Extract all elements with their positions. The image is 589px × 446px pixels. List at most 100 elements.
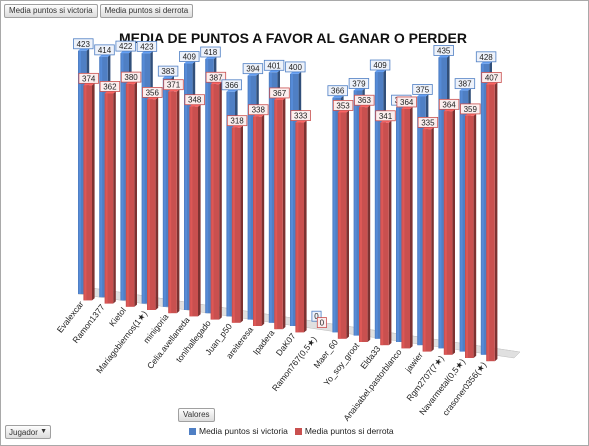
- legend-label-derrota: Media puntos si derrota: [304, 426, 394, 436]
- bar-derrota: [359, 105, 371, 342]
- data-label-derrota: 0: [316, 317, 327, 329]
- data-label-derrota: 367: [269, 87, 290, 99]
- svg-text:364: 364: [442, 100, 456, 109]
- svg-text:379: 379: [352, 79, 366, 88]
- data-label-derrota: 371: [163, 79, 184, 91]
- svg-text:335: 335: [421, 118, 435, 127]
- svg-text:366: 366: [225, 81, 239, 90]
- svg-text:423: 423: [140, 42, 154, 51]
- data-label-derrota: 363: [354, 94, 375, 106]
- svg-text:362: 362: [103, 82, 117, 91]
- bar-derrota: [147, 97, 159, 311]
- data-label-victoria: 400: [285, 61, 306, 73]
- svg-text:394: 394: [246, 65, 260, 74]
- bar-derrota: [253, 114, 265, 326]
- svg-text:387: 387: [458, 80, 472, 89]
- data-label-derrota: 318: [226, 115, 248, 127]
- bars-layer: [78, 48, 498, 362]
- svg-text:338: 338: [252, 106, 266, 115]
- data-label-derrota: 335: [417, 116, 439, 128]
- data-label-victoria: 409: [179, 51, 200, 62]
- svg-text:356: 356: [146, 88, 160, 97]
- svg-text:414: 414: [98, 46, 112, 55]
- svg-text:374: 374: [82, 74, 96, 83]
- svg-text:348: 348: [188, 96, 202, 105]
- category-label: Elda33: [358, 344, 382, 371]
- svg-text:409: 409: [183, 53, 197, 62]
- svg-text:0: 0: [314, 312, 319, 321]
- chart-title: MEDIA DE PUNTOS A FAVOR AL GANAR O PERDE…: [119, 30, 467, 46]
- bar-derrota: [486, 82, 498, 362]
- bar-derrota: [337, 110, 349, 339]
- data-label-victoria: 366: [327, 85, 348, 97]
- data-label-victoria: 375: [412, 84, 433, 95]
- svg-text:363: 363: [358, 96, 372, 105]
- bar-derrota: [422, 127, 434, 352]
- data-labels-layer: 423 374 414 362 422 380 423 356 383 371 409 348 418 3…: [73, 38, 502, 329]
- svg-text:407: 407: [485, 73, 499, 82]
- data-label-victoria: 423: [136, 40, 158, 52]
- data-label-derrota: 348: [184, 94, 205, 106]
- data-label-derrota: 364: [438, 98, 460, 110]
- data-label-victoria: 366: [221, 79, 242, 91]
- category-label: Kietol: [107, 305, 128, 328]
- svg-text:423: 423: [77, 40, 91, 49]
- data-label-derrota: 380: [120, 71, 142, 83]
- svg-text:366: 366: [331, 87, 345, 96]
- data-label-victoria: 409: [369, 59, 391, 71]
- jugador-label: Jugador: [9, 427, 38, 437]
- data-label-victoria: 418: [200, 46, 221, 58]
- data-label-victoria: 387: [454, 78, 476, 90]
- svg-text:418: 418: [204, 48, 218, 57]
- bar-derrota: [401, 106, 413, 349]
- data-label-victoria: 422: [115, 40, 136, 52]
- svg-text:422: 422: [119, 42, 133, 51]
- svg-text:387: 387: [209, 73, 223, 82]
- data-label-victoria: 0: [311, 310, 322, 322]
- bar-derrota: [83, 83, 95, 301]
- data-label-victoria: 435: [433, 45, 454, 56]
- svg-text:409: 409: [373, 61, 387, 70]
- svg-text:359: 359: [464, 105, 478, 114]
- data-label-derrota: 387: [205, 71, 227, 83]
- legend-swatch-derrota: [294, 427, 302, 435]
- bar-derrota: [104, 91, 116, 304]
- data-label-victoria: 414: [94, 44, 115, 56]
- data-label-derrota: 374: [78, 72, 99, 84]
- values-field-button[interactable]: Valores: [178, 408, 215, 422]
- legend-label-victoria: Media puntos si victoria: [199, 426, 288, 436]
- svg-text:367: 367: [273, 89, 287, 98]
- category-label: DaK07: [274, 331, 298, 358]
- bar-derrota: [443, 109, 455, 355]
- svg-text:0: 0: [320, 319, 325, 328]
- svg-text:364: 364: [400, 98, 414, 107]
- victoria-field-button[interactable]: Media puntos si victoria: [4, 4, 98, 18]
- svg-text:375: 375: [416, 85, 430, 94]
- legend-item-derrota: Media puntos si derrota: [294, 426, 394, 436]
- derrota-field-button[interactable]: Media puntos si derrota: [99, 4, 194, 18]
- data-label-victoria: 383: [157, 65, 179, 77]
- jugador-axis-dropdown[interactable]: Jugador ▼: [5, 425, 51, 439]
- bar-derrota: [295, 120, 307, 333]
- bar-derrota: [210, 82, 222, 320]
- svg-text:341: 341: [379, 112, 393, 121]
- bar-derrota: [274, 97, 286, 330]
- data-label-victoria: 428: [475, 51, 497, 63]
- svg-text:400: 400: [289, 63, 303, 72]
- filter-bar: Media puntos si victoria Media puntos si…: [4, 4, 194, 18]
- category-label: Ipadera: [251, 328, 277, 357]
- category-label: crasoner0356(★): [440, 360, 488, 418]
- svg-text:353: 353: [336, 101, 350, 110]
- bar-derrota: [168, 89, 180, 314]
- svg-text:380: 380: [124, 73, 138, 82]
- svg-text:428: 428: [479, 53, 493, 62]
- legend-swatch-victoria: [189, 427, 196, 435]
- legend: Media puntos si victoria Media puntos si…: [189, 426, 394, 436]
- svg-text:435: 435: [437, 46, 451, 55]
- svg-text:318: 318: [230, 117, 244, 126]
- svg-text:383: 383: [161, 67, 175, 76]
- legend-item-victoria: Media puntos si victoria: [189, 426, 288, 436]
- bar-derrota: [189, 104, 201, 317]
- bar-derrota: [380, 120, 392, 346]
